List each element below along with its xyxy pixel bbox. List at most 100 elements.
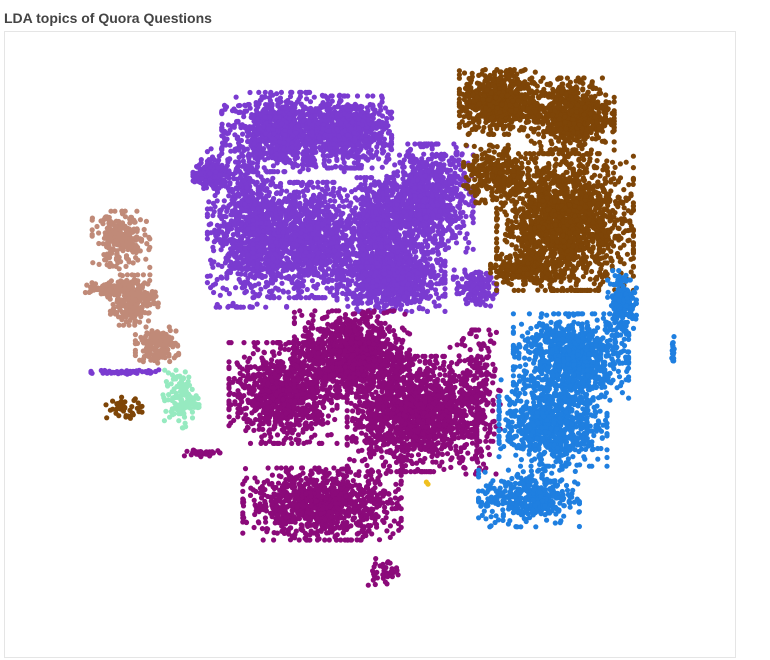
data-point xyxy=(285,99,291,105)
data-point xyxy=(460,219,466,225)
data-point xyxy=(377,103,383,109)
data-point xyxy=(265,214,271,220)
plot-area[interactable] xyxy=(4,31,736,658)
data-point xyxy=(341,159,347,166)
data-point xyxy=(259,137,266,143)
data-point xyxy=(244,126,250,132)
data-point xyxy=(447,167,454,173)
data-point xyxy=(289,144,295,150)
data-point xyxy=(235,260,241,266)
data-point xyxy=(408,173,414,179)
data-point xyxy=(374,134,380,141)
data-point xyxy=(242,201,248,207)
data-point xyxy=(360,211,366,217)
data-point xyxy=(349,189,355,195)
data-point xyxy=(324,207,330,214)
data-point xyxy=(298,110,304,116)
data-point xyxy=(217,292,223,298)
data-point xyxy=(362,181,368,187)
data-point xyxy=(341,204,347,210)
data-point xyxy=(269,243,275,249)
data-point xyxy=(292,225,298,231)
data-point xyxy=(278,250,284,256)
data-point xyxy=(287,93,294,100)
data-point xyxy=(245,226,251,232)
data-point xyxy=(249,167,255,173)
data-point xyxy=(257,126,263,132)
data-point xyxy=(213,233,219,239)
data-point xyxy=(338,120,344,127)
data-point xyxy=(466,240,472,246)
data-point xyxy=(315,250,321,256)
data-point xyxy=(267,110,273,116)
data-point xyxy=(250,113,257,120)
data-point xyxy=(254,301,260,307)
data-point xyxy=(303,197,309,204)
data-point xyxy=(286,295,292,301)
data-point xyxy=(298,89,304,95)
data-point xyxy=(449,191,455,197)
data-point xyxy=(340,153,346,159)
data-point xyxy=(315,120,321,127)
data-point xyxy=(421,151,427,157)
data-point xyxy=(371,192,377,198)
data-point xyxy=(341,187,348,193)
data-point xyxy=(320,208,326,214)
data-point xyxy=(348,126,354,132)
data-point xyxy=(375,216,381,222)
data-point xyxy=(263,304,269,310)
data-point xyxy=(289,210,295,216)
data-point xyxy=(269,101,275,107)
data-point xyxy=(320,126,326,132)
data-point xyxy=(289,108,296,114)
data-point xyxy=(231,221,237,227)
data-point xyxy=(345,132,351,138)
data-point xyxy=(314,203,320,209)
data-point xyxy=(236,154,242,160)
data-point xyxy=(329,230,335,236)
data-point xyxy=(331,263,337,269)
data-point xyxy=(242,279,248,285)
data-point xyxy=(315,179,321,185)
data-point xyxy=(324,107,330,113)
data-point xyxy=(245,236,251,242)
data-point xyxy=(281,158,287,164)
data-point xyxy=(304,286,310,293)
data-point xyxy=(237,168,243,174)
data-point xyxy=(276,109,282,115)
data-point xyxy=(352,111,358,117)
data-point xyxy=(208,257,214,263)
data-point xyxy=(379,146,385,152)
data-point xyxy=(309,139,315,145)
data-point xyxy=(437,208,443,215)
data-point xyxy=(290,164,296,170)
data-point xyxy=(261,203,267,209)
data-point xyxy=(285,146,291,152)
data-point xyxy=(260,215,266,221)
data-point xyxy=(214,222,220,228)
data-point xyxy=(300,188,306,195)
data-point xyxy=(348,141,354,147)
data-point xyxy=(273,114,279,120)
data-point xyxy=(392,162,398,168)
data-point xyxy=(231,200,237,206)
data-point xyxy=(263,284,269,290)
data-point xyxy=(293,130,299,136)
data-point xyxy=(366,149,373,155)
data-point xyxy=(379,164,385,170)
data-point xyxy=(295,211,301,217)
data-point xyxy=(327,191,333,197)
data-point xyxy=(338,98,344,104)
data-point xyxy=(262,114,268,120)
data-point xyxy=(332,198,338,204)
data-point xyxy=(239,233,245,240)
data-point xyxy=(280,264,287,270)
data-point xyxy=(254,236,260,242)
data-point xyxy=(315,225,321,231)
data-point xyxy=(219,275,225,281)
data-point xyxy=(412,141,418,147)
scatter-plot[interactable] xyxy=(5,32,735,657)
data-point xyxy=(236,255,242,261)
data-point xyxy=(320,100,326,106)
data-point xyxy=(307,226,313,232)
